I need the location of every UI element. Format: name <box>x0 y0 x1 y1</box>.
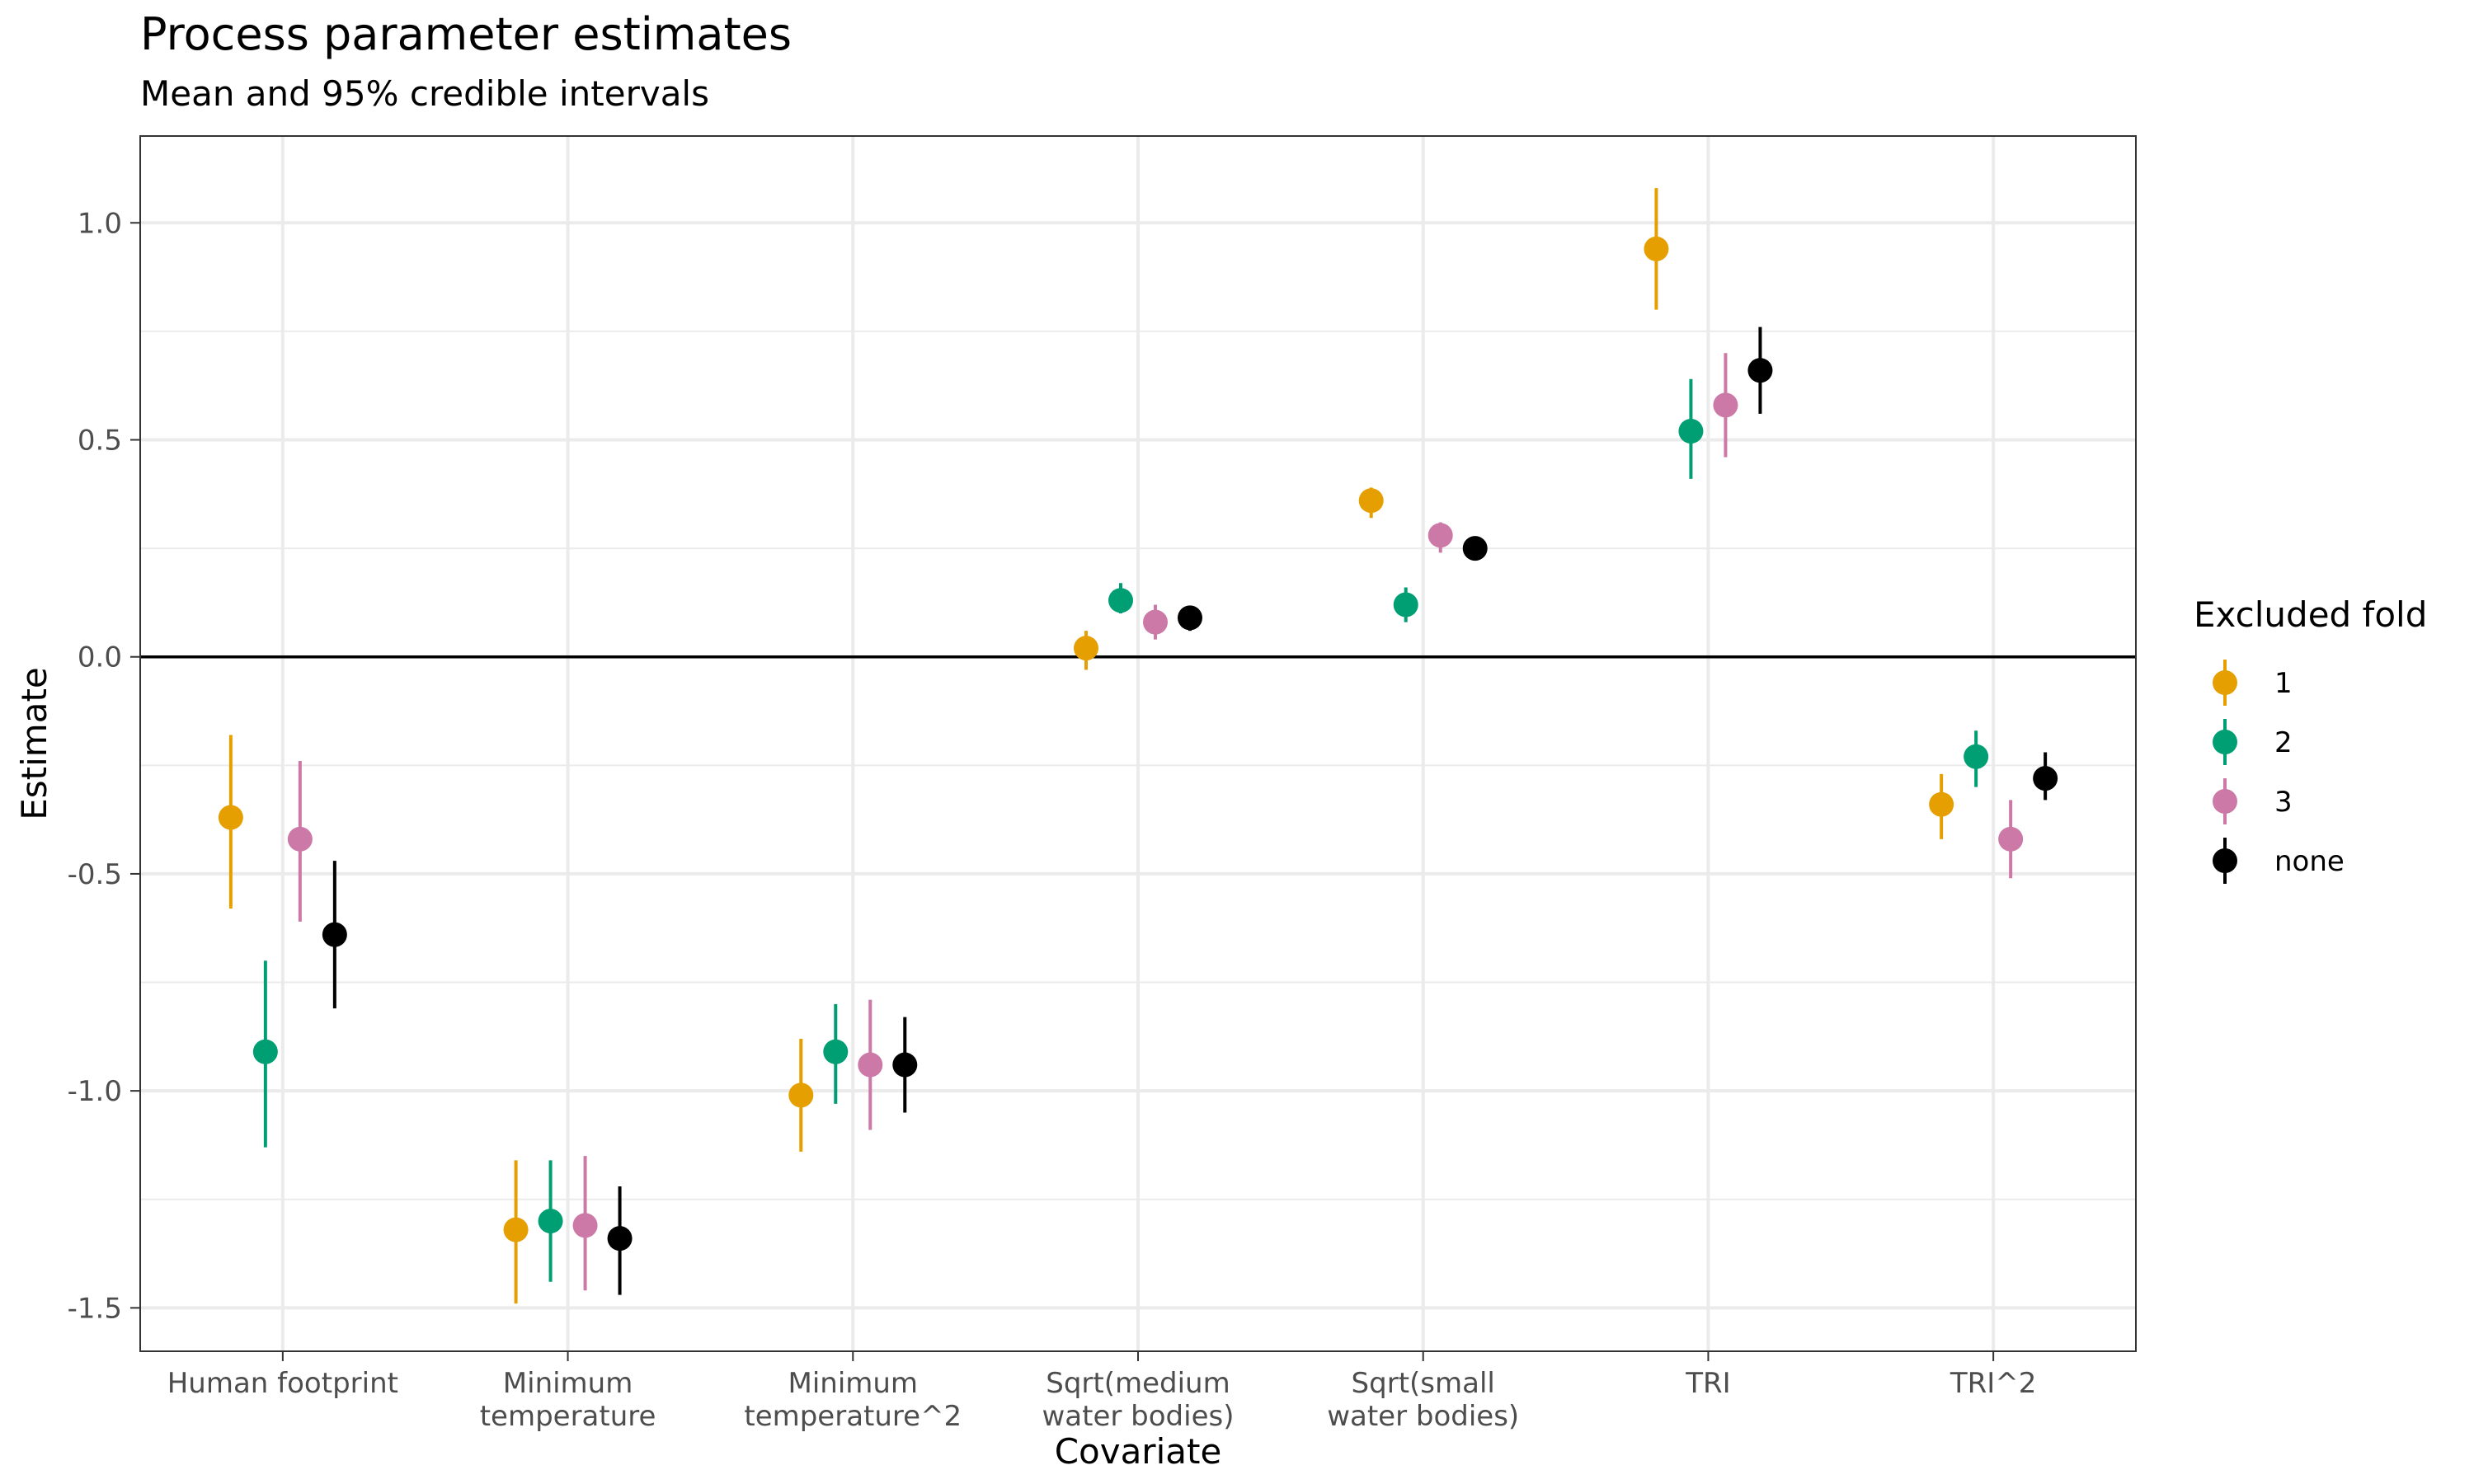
estimate-point <box>823 1039 849 1064</box>
y-axis-title: Estimate <box>14 667 54 820</box>
x-tick-label-line: Sqrt(small <box>1352 1367 1495 1400</box>
estimate-point <box>1747 358 1773 383</box>
x-tick-label: Minimum temperature <box>480 1367 656 1433</box>
estimate-point <box>1929 791 1954 817</box>
x-tick-label-line: water bodies) <box>1042 1400 1235 1433</box>
estimate-point <box>1143 609 1168 635</box>
x-tick-label: TRI^2 <box>1950 1367 2037 1400</box>
x-tick-label: Human footprint <box>167 1367 398 1400</box>
legend-key-point <box>2213 670 2237 695</box>
x-tick-label-line: TRI^2 <box>1950 1367 2037 1400</box>
estimate-point <box>1678 418 1704 444</box>
estimate-point <box>1462 536 1488 561</box>
y-tick-label: -0.5 <box>68 858 122 891</box>
legend-label: 2 <box>2274 726 2293 759</box>
estimate-point <box>218 805 243 830</box>
estimate-point <box>1074 636 1098 661</box>
chart-marks <box>218 188 2058 1304</box>
y-axis: 1.0 0.5 0.0 -0.5 -1.0 -1.5 <box>68 207 140 1325</box>
estimate-point <box>788 1082 814 1108</box>
x-tick-label: Sqrt(small water bodies) <box>1327 1367 1519 1433</box>
y-tick-label: 0.5 <box>78 425 122 458</box>
estimate-point <box>503 1217 529 1242</box>
estimate-point <box>2033 766 2058 791</box>
estimate-point <box>1713 392 1738 418</box>
estimate-point <box>1178 605 1202 631</box>
estimate-point <box>858 1052 883 1078</box>
estimate-point <box>1998 826 2024 852</box>
y-tick-label: 0.0 <box>78 641 122 674</box>
x-tick-label-line: temperature^2 <box>744 1400 962 1433</box>
x-tick-label-line: Sqrt(medium <box>1046 1367 1230 1400</box>
estimate-point <box>1358 488 1384 514</box>
estimate-point <box>1964 744 1989 769</box>
x-tick-label-line: Minimum <box>788 1367 918 1400</box>
x-tick-label-line: Minimum <box>503 1367 633 1400</box>
x-tick-label-line: water bodies) <box>1327 1400 1519 1433</box>
x-tick-label-line: TRI <box>1685 1367 1730 1400</box>
legend-title: Excluded fold <box>2194 594 2427 635</box>
estimate-point <box>1427 523 1453 548</box>
estimate-point <box>1108 588 1133 613</box>
y-tick-label: -1.0 <box>68 1075 122 1108</box>
x-axis-title: Covariate <box>1055 1431 1222 1472</box>
estimate-point <box>287 826 313 852</box>
chart-subtitle: Mean and 95% credible intervals <box>140 73 709 114</box>
x-tick-label-line: temperature <box>480 1400 656 1433</box>
legend: Excluded fold 1 2 3 none <box>2194 594 2427 884</box>
x-tick-label: Minimum temperature^2 <box>744 1367 962 1433</box>
x-tick-label: Sqrt(medium water bodies) <box>1042 1367 1235 1433</box>
y-tick-label: 1.0 <box>78 207 122 240</box>
x-tick-label: TRI <box>1685 1367 1730 1400</box>
estimate-point <box>538 1209 563 1234</box>
estimate-point <box>322 922 347 947</box>
legend-key-point <box>2213 789 2237 814</box>
estimate-point <box>252 1039 278 1064</box>
legend-label: 3 <box>2274 786 2293 819</box>
estimate-point <box>892 1052 918 1078</box>
estimate-point <box>607 1226 633 1252</box>
legend-label: none <box>2274 845 2345 878</box>
estimate-point <box>1644 236 1669 261</box>
y-tick-label: -1.5 <box>68 1292 122 1325</box>
estimate-point <box>572 1213 598 1238</box>
legend-key-point <box>2213 730 2237 754</box>
legend-label: 1 <box>2274 667 2293 700</box>
chart-title: Process parameter estimates <box>140 8 792 60</box>
estimate-point <box>1393 592 1418 618</box>
x-axis: Human footprint Minimum temperatureMinimum… <box>167 1351 2037 1433</box>
x-tick-label-line: Human footprint <box>167 1367 398 1400</box>
legend-key-point <box>2213 848 2237 873</box>
